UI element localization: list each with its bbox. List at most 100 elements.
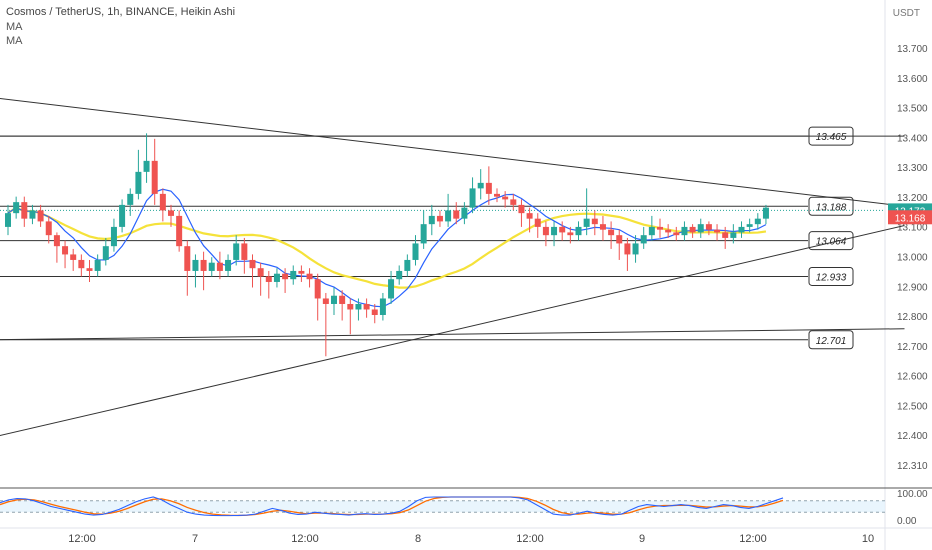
candle-body (119, 204, 126, 227)
candle-body (249, 259, 256, 269)
trendline (0, 98, 905, 207)
candle-body (339, 295, 346, 304)
candle-body (62, 246, 69, 255)
candle-body (624, 243, 631, 255)
candle-body (102, 246, 109, 260)
candle-body (355, 303, 362, 310)
legend-ma-2: MA (6, 35, 23, 47)
x-tick-label: 10 (862, 533, 874, 545)
candle-body (485, 182, 492, 194)
candle-body (347, 303, 354, 310)
y-tick-label: 13.500 (897, 104, 928, 115)
trendline (0, 328, 905, 341)
candle-body (762, 207, 769, 219)
candle-body (233, 243, 240, 260)
candle-body (608, 229, 615, 236)
candle-body (127, 193, 134, 205)
candle-body (13, 202, 20, 214)
candle-body (428, 215, 435, 225)
x-tick-label: 12:00 (68, 533, 96, 545)
x-tick-label: 12:00 (739, 533, 767, 545)
candle-body (143, 160, 150, 172)
candle-body (314, 279, 321, 299)
level-label: 12.701 (816, 336, 847, 347)
level-label: 12.933 (816, 272, 847, 283)
candle-body (379, 298, 386, 315)
candle-body (225, 259, 232, 271)
candle-body (21, 202, 28, 219)
y-tick-label: 13.200 (897, 193, 928, 204)
candle-body (542, 226, 549, 236)
currency-unit: USDT (892, 8, 920, 19)
legend-ma-1: MA (6, 21, 23, 33)
candle-body (306, 273, 313, 280)
candle-body (208, 262, 215, 271)
level-tag (808, 330, 854, 350)
y-tick-label: 12.600 (897, 372, 928, 383)
candle-body (436, 215, 443, 222)
y-tick-label: 12.500 (897, 401, 928, 412)
candle-body (371, 309, 378, 315)
candle-body (5, 213, 11, 227)
candle-body (754, 218, 761, 225)
stoch-band (0, 500, 885, 513)
candle-body (714, 229, 721, 233)
y-tick-label: 12.400 (897, 431, 928, 442)
candle-body (583, 218, 590, 227)
stoch-d-line (0, 496, 784, 517)
candle-body (632, 243, 639, 255)
candle-body (78, 259, 85, 269)
candle-body (86, 268, 93, 271)
y-tick-label: 12.310 (897, 461, 928, 472)
stoch-tick-label: 100.00 (897, 489, 928, 500)
candle-body (559, 226, 566, 233)
x-tick-label: 12:00 (291, 533, 319, 545)
candle-body (526, 213, 533, 219)
candle-body (184, 246, 191, 271)
candle-body (738, 226, 745, 233)
candle-body (494, 193, 500, 197)
price-badge-label: 13.168 (895, 213, 926, 224)
ma-fast-line (7, 188, 767, 308)
candle-body (551, 226, 558, 236)
candle-body (746, 224, 753, 227)
candle-body (575, 226, 582, 236)
candle-body (200, 259, 207, 271)
candle-body (534, 218, 541, 227)
candle-body (648, 226, 655, 236)
x-tick-label: 7 (192, 533, 198, 545)
candle-body (445, 210, 452, 222)
candle-body (657, 226, 663, 230)
level-label: 13.465 (816, 132, 847, 143)
candle-body (322, 298, 329, 304)
level-label: 13.188 (816, 202, 847, 213)
y-tick-label: 12.700 (897, 342, 928, 353)
candle-body (94, 259, 101, 271)
candle-body (192, 259, 199, 271)
x-tick-label: 8 (415, 533, 421, 545)
candle-body (159, 193, 166, 211)
candle-body (510, 199, 517, 205)
candle-body (412, 243, 419, 260)
candle-body (396, 270, 403, 280)
candle-body (705, 224, 712, 230)
candle-body (697, 224, 704, 233)
candle-body (640, 235, 647, 244)
y-tick-label: 13.000 (897, 253, 928, 264)
candle-body (151, 160, 158, 194)
x-tick-label: 9 (639, 533, 645, 545)
candle-body (518, 204, 525, 214)
y-tick-label: 12.800 (897, 312, 928, 323)
stoch-tick-label: 0.00 (897, 516, 917, 527)
candle-body (453, 210, 460, 219)
candle-body (461, 207, 468, 219)
candle-body (265, 276, 272, 282)
candle-body (168, 210, 174, 216)
x-tick-label: 12:00 (516, 533, 544, 545)
candle-body (37, 210, 44, 222)
stoch-k-line (0, 496, 784, 517)
chart-title: Cosmos / TetherUS, 1h, BINANCE, Heikin A… (6, 6, 236, 18)
level-tag (808, 266, 854, 286)
candle-body (29, 210, 36, 219)
